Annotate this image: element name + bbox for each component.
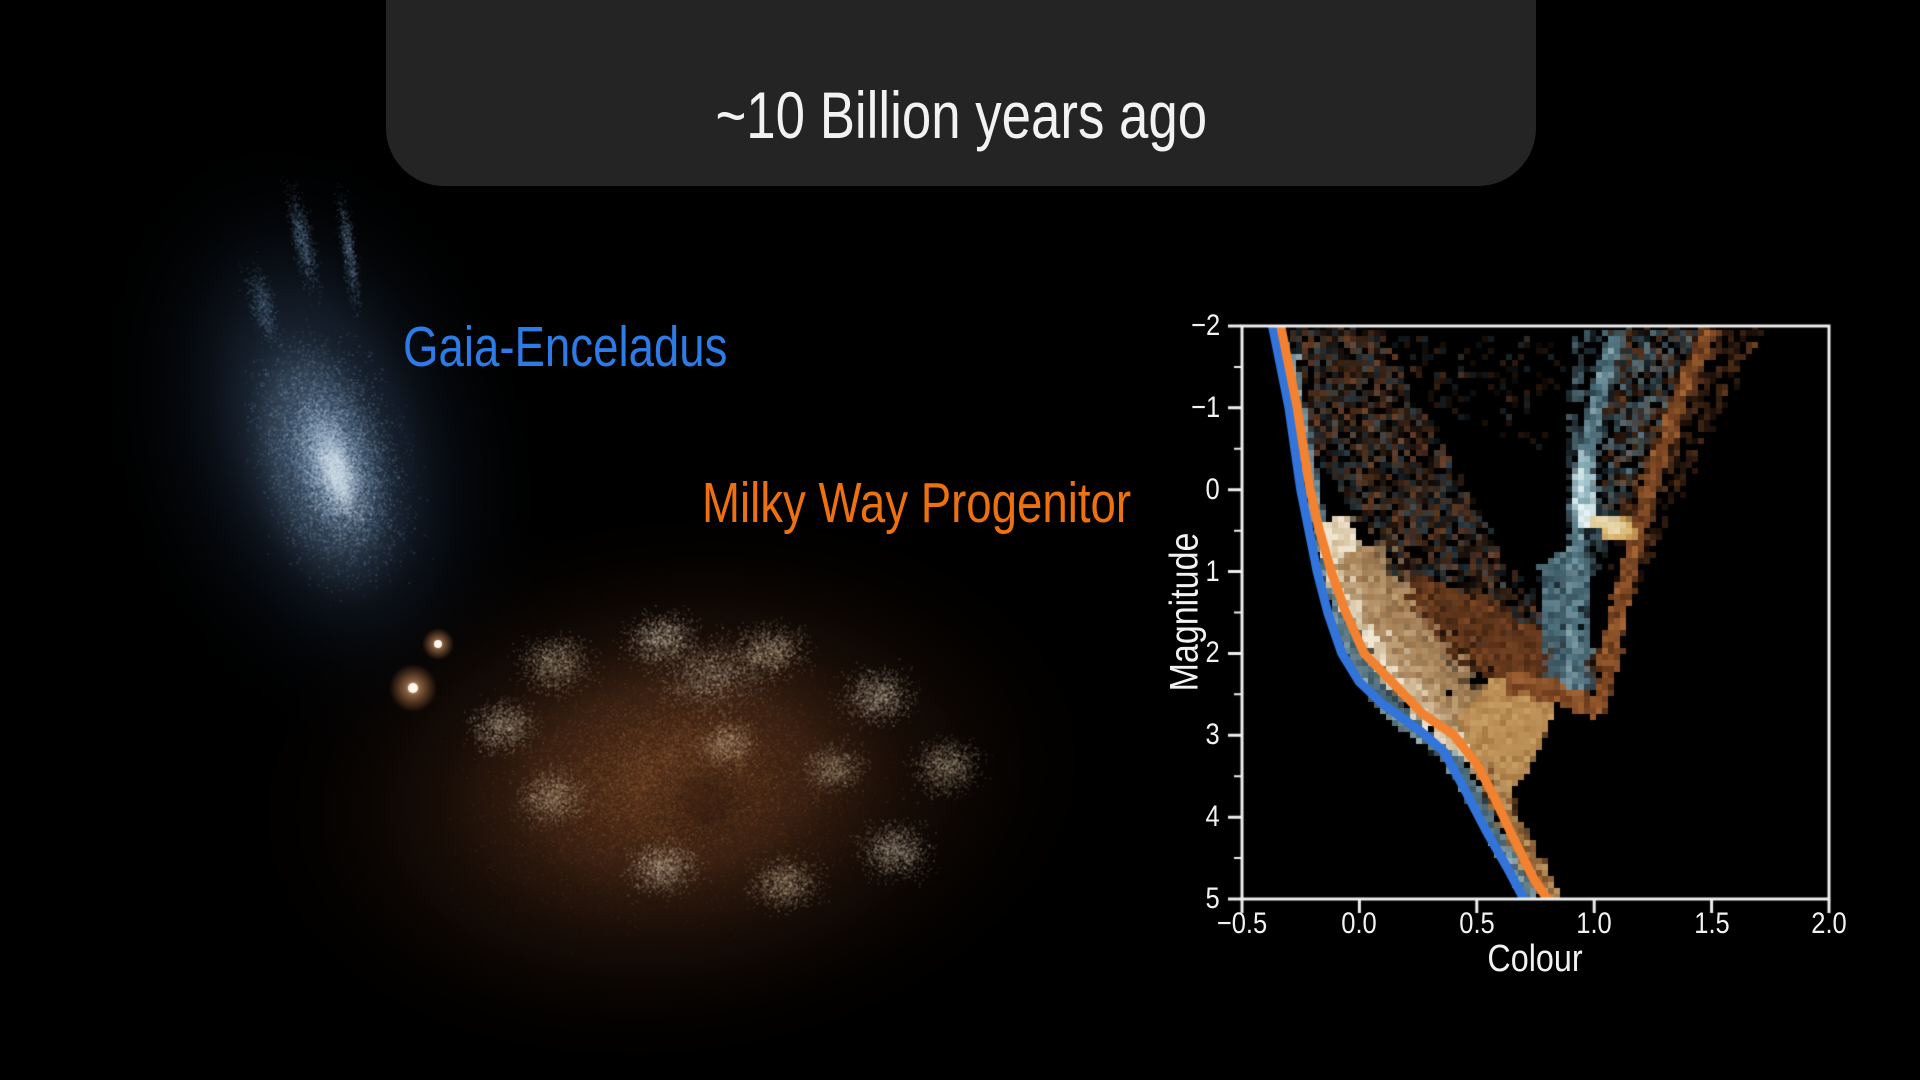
y-tick-label: 3 [1205,718,1220,752]
title-banner: ~10 Billion years ago [386,0,1536,186]
gaia-enceladus-label: Gaia-Enceladus [403,315,728,379]
title-text: ~10 Billion years ago [715,78,1207,152]
x-axis-label: Colour [1487,938,1583,980]
x-tick-label: 1.0 [1576,907,1612,940]
y-tick-label: 2 [1205,636,1220,670]
y-axis-label: Magnitude [1162,532,1207,692]
x-tick-label: −0.5 [1216,907,1268,940]
x-tick-label: 2.0 [1811,907,1847,940]
y-tick-label: −1 [1190,390,1220,424]
y-tick-label: 0 [1205,472,1220,506]
y-tick-label: 5 [1205,882,1220,915]
x-tick-label: 1.5 [1693,907,1730,940]
y-tick-label: 4 [1205,800,1220,834]
y-tick-label: 1 [1205,554,1220,588]
x-tick-label: 0.0 [1341,907,1378,940]
x-tick-label: 0.5 [1459,907,1495,940]
y-tick-label: −2 [1190,309,1220,342]
milky-way-progenitor-label: Milky Way Progenitor [702,471,1132,535]
